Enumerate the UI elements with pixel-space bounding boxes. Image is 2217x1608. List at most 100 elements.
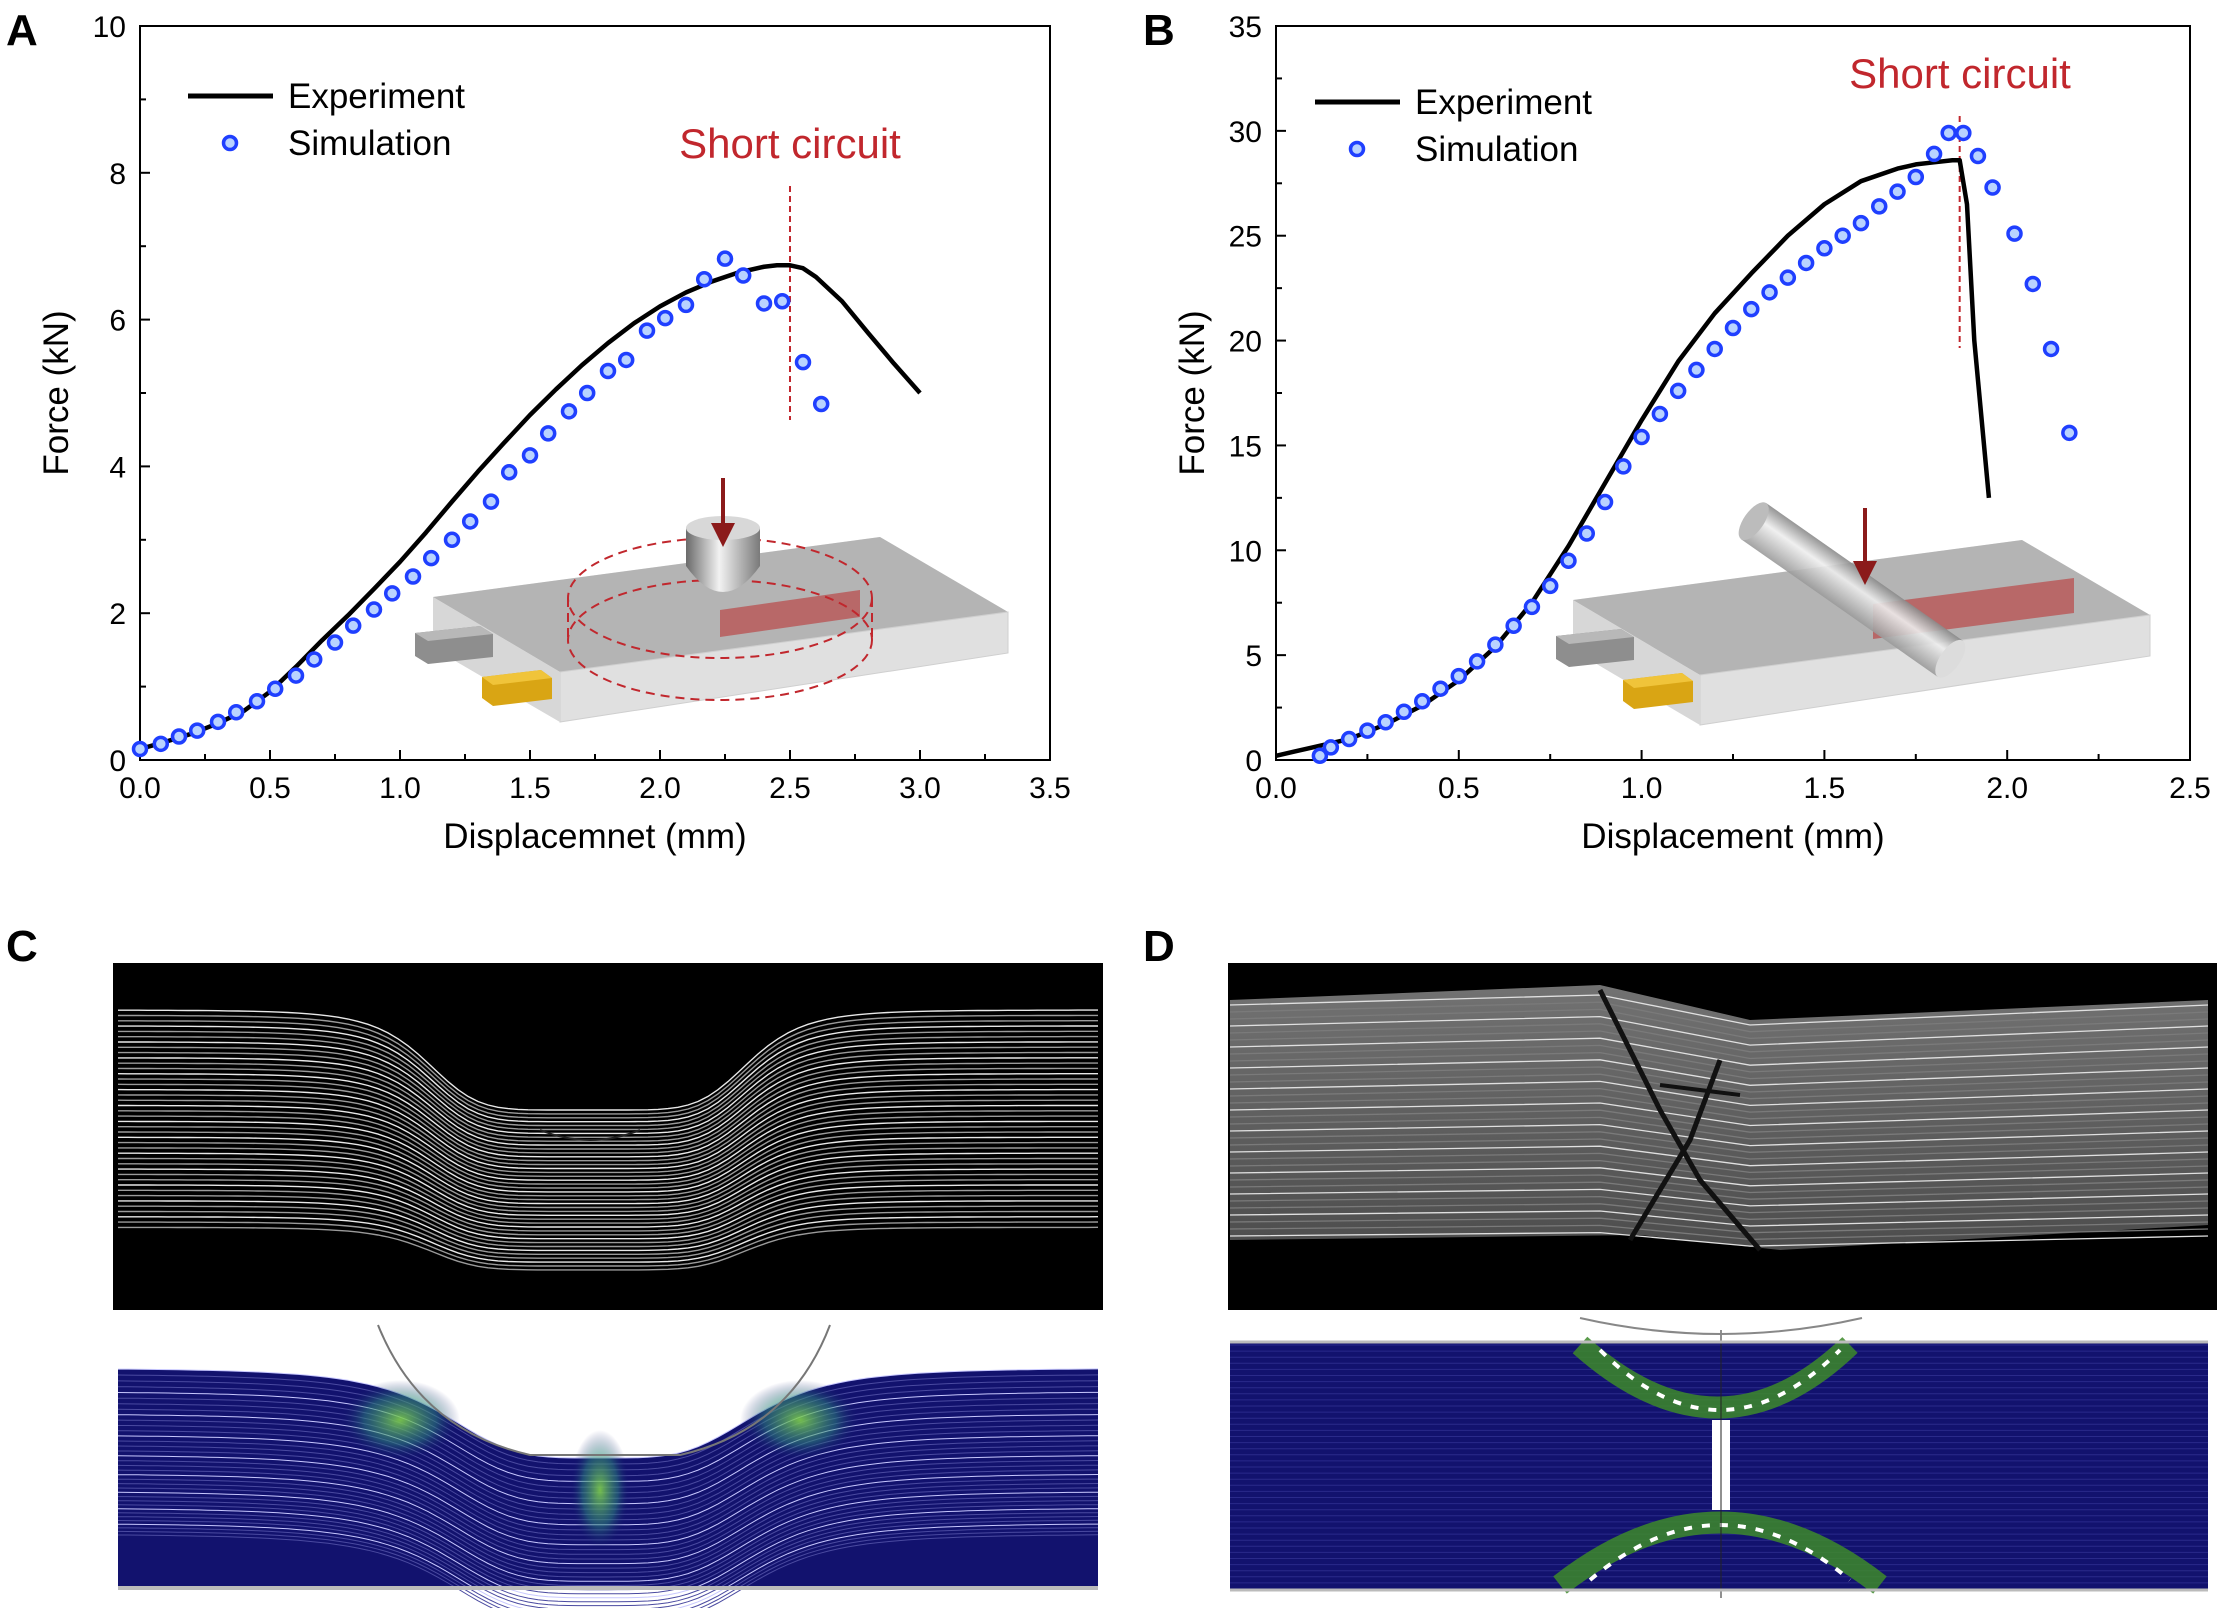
series-simulation-point	[1596, 493, 1614, 511]
ct-layer-line	[118, 1141, 1098, 1209]
series-simulation-point	[383, 585, 401, 602]
series-simulation-point	[152, 735, 170, 753]
series-simulation-point	[560, 403, 578, 420]
y-tick-label: 5	[1245, 640, 1262, 673]
series-simulation-point	[1816, 240, 1833, 257]
fea-layer-line	[118, 1495, 1099, 1586]
series-simulation-point	[461, 513, 479, 530]
ct-shear-crack	[1627, 1059, 1723, 1242]
series-simulation-point	[365, 601, 383, 618]
ct-layer-line	[1229, 1231, 2209, 1247]
y-tick-label: 2	[109, 598, 126, 631]
series-simulation-point	[227, 704, 245, 721]
series-simulation-point	[266, 680, 284, 698]
ct-layer-line	[117, 1094, 1098, 1174]
y-tick-label: 8	[109, 158, 126, 191]
legend-simulation-swatch	[221, 134, 239, 152]
ct-layer-line	[1229, 1066, 2209, 1093]
ct-layer-line	[118, 1062, 1098, 1150]
y-tick-label: 4	[109, 451, 126, 484]
ct-delamination	[1659, 1083, 1741, 1097]
x-tick-label: 2.5	[2169, 772, 2211, 805]
series-simulation-point	[305, 651, 323, 668]
fea-element-failure	[1598, 1348, 1842, 1412]
ct-layer-line	[118, 1152, 1098, 1217]
fea-image-d	[1228, 1317, 2217, 1598]
ct-layer-line	[1229, 1210, 2209, 1227]
panel-label-c: C	[6, 922, 38, 971]
series-simulation-point	[188, 722, 206, 739]
series-simulation-point	[422, 549, 440, 567]
ct-layer-line	[1229, 1217, 2209, 1234]
ct-layer-line	[118, 1136, 1098, 1205]
x-tick-label: 1.5	[1804, 772, 1846, 805]
fea-hotspot	[740, 1380, 860, 1460]
ct-layer-line	[118, 1035, 1098, 1131]
x-tick-label: 1.0	[1621, 772, 1663, 805]
ct-layer-line	[1229, 1015, 2209, 1046]
ct-layer-line	[1229, 1116, 2209, 1140]
series-simulation-point	[1955, 124, 1972, 142]
ct-layer-line	[1229, 1051, 2209, 1080]
ct-layer-line	[118, 1051, 1098, 1142]
series-simulation-point	[1688, 361, 1705, 379]
x-tick-label: 0.0	[1255, 772, 1297, 805]
y-tick-label: 0	[109, 745, 126, 778]
x-tick-label: 3.5	[1029, 772, 1071, 805]
x-tick-label: 2.0	[639, 772, 681, 805]
ct-layer-line	[1229, 1145, 2209, 1167]
series-simulation-point	[812, 395, 830, 413]
y-tick-label: 0	[1245, 745, 1262, 778]
y-tick-label: 35	[1229, 11, 1262, 44]
series-simulation-point	[131, 740, 149, 758]
series-simulation-point	[1889, 183, 1906, 200]
series-simulation-point	[1633, 428, 1650, 446]
series-simulation-point	[1340, 730, 1358, 748]
series-simulation-point	[1984, 179, 2001, 196]
series-simulation-point	[539, 425, 557, 442]
series-simulation-point	[1560, 552, 1577, 570]
series-simulation-point	[404, 568, 422, 585]
ct-layer-line	[118, 1046, 1098, 1139]
ct-layer-line	[118, 1210, 1098, 1259]
series-simulation-point	[500, 464, 518, 481]
ct-layer-line	[1229, 1203, 2209, 1220]
ct-layer-line	[118, 1173, 1098, 1232]
series-simulation-point	[1377, 714, 1394, 731]
ct-layer-line	[1229, 1008, 2209, 1040]
ct-layer-line	[118, 1147, 1098, 1213]
ct-crack	[539, 1129, 641, 1141]
series-simulation-point	[287, 667, 305, 684]
series-simulation-point	[755, 295, 773, 312]
series-simulation-point	[1651, 405, 1669, 423]
fea-indenter-outline	[1579, 1317, 1863, 1335]
series-simulation-point	[443, 531, 461, 549]
series-simulation-point	[1395, 703, 1413, 721]
ct-layer-line	[1229, 1131, 2209, 1153]
legend-experiment-label: Experiment	[288, 77, 465, 116]
series-simulation-point	[2042, 340, 2060, 358]
fea-layer-line	[117, 1508, 1099, 1599]
fea-shear-band	[1553, 1511, 1887, 1594]
fea-hotspot	[570, 1430, 630, 1550]
fea-layer-line	[118, 1474, 1099, 1565]
fea-layer-line	[117, 1504, 1099, 1595]
ct-layer-line	[117, 1067, 1098, 1154]
ct-layer-line	[118, 1115, 1098, 1189]
ct-layer-line	[118, 1131, 1098, 1201]
series-simulation-point	[695, 270, 713, 288]
series-simulation-point	[1359, 722, 1376, 739]
fea-layer-line	[118, 1460, 1099, 1551]
series-simulation-point	[599, 362, 617, 380]
y-tick-label: 20	[1229, 326, 1262, 359]
ct-layer-line	[118, 1200, 1098, 1252]
ct-layer-line	[118, 1184, 1098, 1240]
series-simulation-point	[1523, 598, 1541, 616]
ct-layer-line	[118, 1178, 1098, 1236]
ct-layer-line	[1229, 1195, 2209, 1214]
ct-layer-line	[118, 1014, 1098, 1115]
series-simulation-point	[1870, 198, 1888, 215]
ct-layer-line	[1229, 1044, 2209, 1073]
ct-layer-line	[1229, 1001, 2209, 1033]
legend-simulation-swatch	[1348, 140, 1366, 158]
